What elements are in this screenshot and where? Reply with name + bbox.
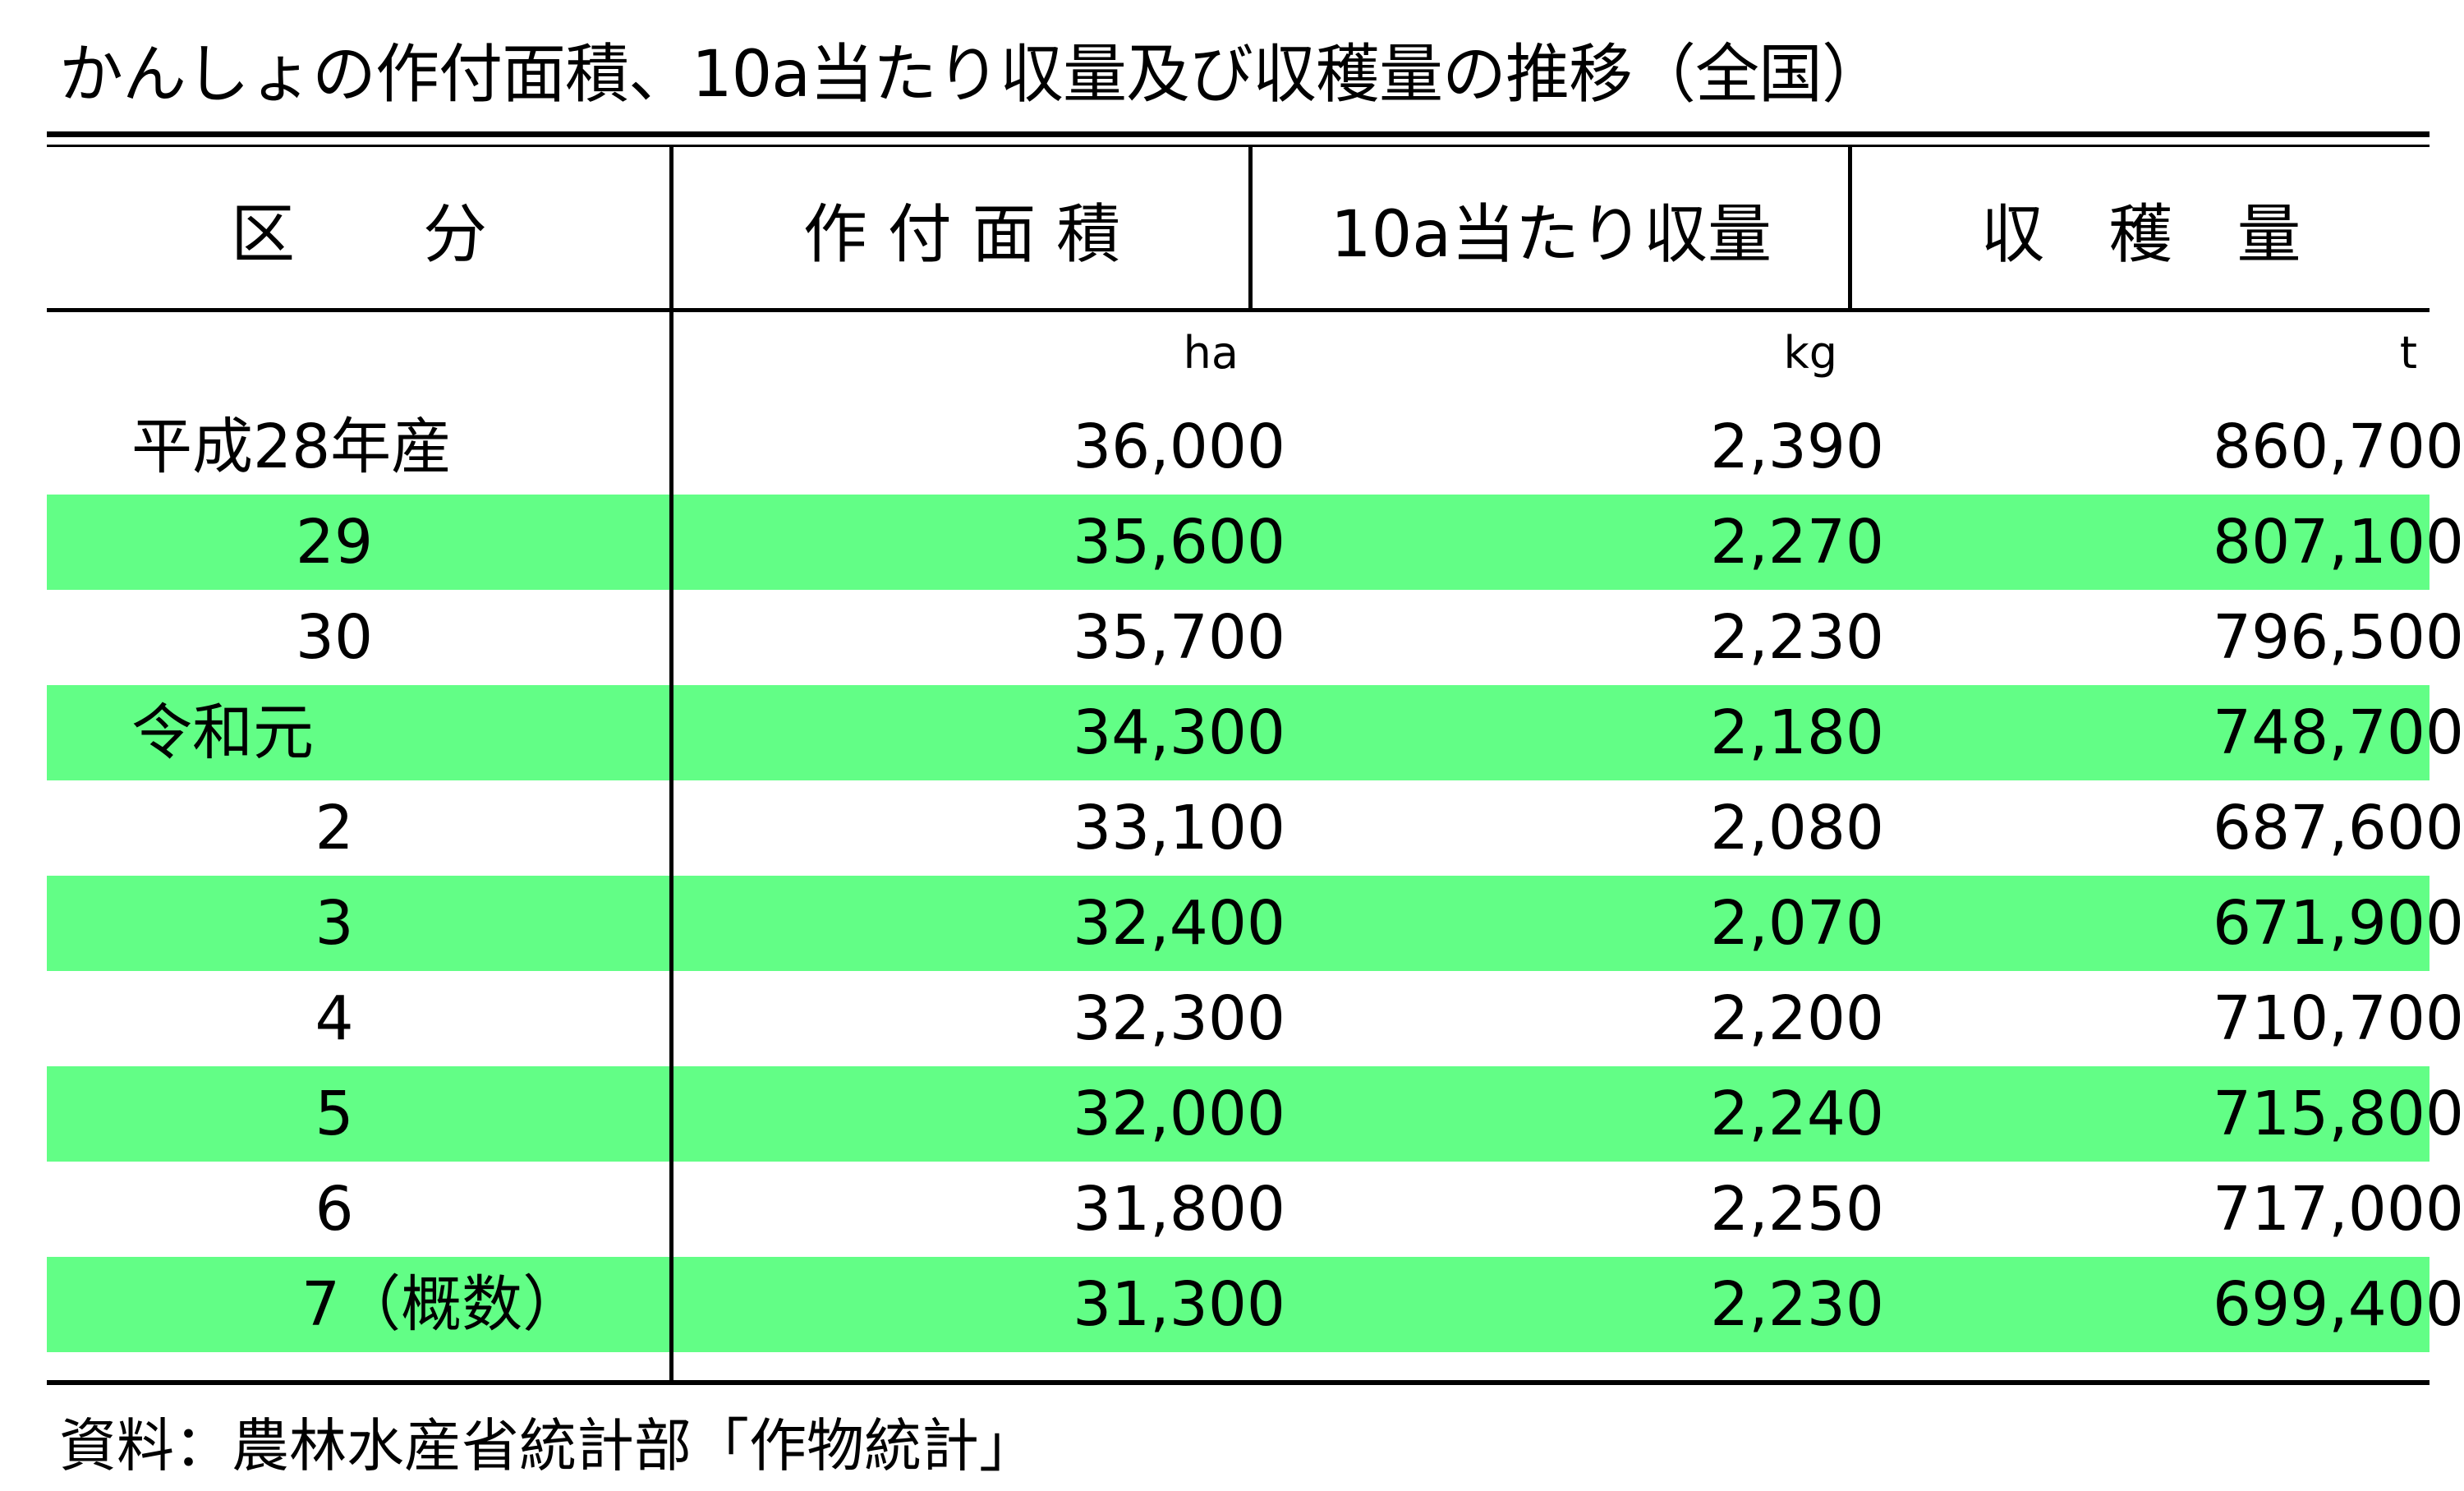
cell-harvest: 710,700	[2212, 983, 2464, 1054]
header-harvest: 収 穫 量	[1980, 198, 2301, 272]
cell-harvest: 715,800	[2212, 1079, 2464, 1149]
cell-yield: 2,200	[1710, 983, 1884, 1054]
cell-category: 7（概数）	[301, 1269, 584, 1340]
table-row: 6 31,800 2,250 717,000	[47, 1162, 2464, 1257]
cell-harvest: 796,500	[2212, 602, 2464, 673]
cell-category: 29	[295, 507, 374, 578]
cell-area: 34,300	[1073, 697, 1285, 768]
bottom-rule	[47, 1380, 2430, 1385]
table-row: 3 32,400 2,070 671,900	[47, 876, 2464, 971]
table-row: 2 33,100 2,080 687,600	[47, 780, 2464, 876]
cell-yield: 2,390	[1710, 412, 1884, 482]
cell-category: 5	[315, 1079, 354, 1149]
cell-area: 36,000	[1073, 412, 1285, 482]
cell-category: 平成28年産	[131, 412, 453, 482]
cell-harvest: 860,700	[2212, 412, 2464, 482]
table-row: 29 35,600 2,270 807,100	[47, 495, 2464, 590]
source-note: 資料：農林水産省統計部「作物統計」	[59, 1412, 1037, 1479]
cell-yield: 2,250	[1710, 1174, 1884, 1245]
cell-area: 33,100	[1073, 793, 1285, 863]
table-row: 4 32,300 2,200 710,700	[47, 971, 2464, 1066]
cell-category: 2	[315, 793, 354, 863]
category-divider	[669, 147, 673, 1381]
cell-area: 35,600	[1073, 507, 1285, 578]
header-divider-2	[1248, 147, 1253, 310]
top-rule-thin	[47, 145, 2430, 147]
cell-yield: 2,240	[1710, 1079, 1884, 1149]
cell-yield: 2,070	[1710, 888, 1884, 959]
header-yield: 10a当たり収量	[1330, 198, 1772, 272]
cell-yield: 2,180	[1710, 697, 1884, 768]
cell-area: 35,700	[1073, 602, 1285, 673]
cell-harvest: 717,000	[2212, 1174, 2464, 1245]
cell-harvest: 807,100	[2212, 507, 2464, 578]
cell-yield: 2,230	[1710, 1269, 1884, 1340]
table-row: 30 35,700 2,230 796,500	[47, 590, 2464, 685]
cell-yield: 2,230	[1710, 602, 1884, 673]
cell-category: 6	[315, 1174, 354, 1245]
cell-area: 32,300	[1073, 983, 1285, 1054]
cell-harvest: 699,400	[2212, 1269, 2464, 1340]
unit-area: ha	[1183, 327, 1239, 379]
table-row: 平成28年産 36,000 2,390 860,700	[47, 399, 2464, 495]
table-title: かんしょの作付面積、10a当たり収量及び収穫量の推移（全国）	[59, 38, 1886, 112]
header-rule	[47, 308, 2430, 312]
cell-area: 32,400	[1073, 888, 1285, 959]
header-category: 区 分	[230, 198, 487, 272]
cell-category: 3	[315, 888, 354, 959]
cell-category: 令和元	[131, 697, 314, 768]
cell-area: 31,800	[1073, 1174, 1285, 1245]
cell-yield: 2,270	[1710, 507, 1884, 578]
cell-harvest: 687,600	[2212, 793, 2464, 863]
header-area: 作 付 面 積	[802, 198, 1121, 272]
cell-area: 31,300	[1073, 1269, 1285, 1340]
cell-yield: 2,080	[1710, 793, 1884, 863]
unit-harvest: t	[2399, 327, 2417, 379]
table-row: 5 32,000 2,240 715,800	[47, 1066, 2464, 1162]
unit-yield: kg	[1783, 327, 1837, 379]
table-row: 7（概数） 31,300 2,230 699,400	[47, 1257, 2464, 1352]
top-rule-thick	[47, 131, 2430, 137]
table-row: 令和元 34,300 2,180 748,700	[47, 685, 2464, 780]
header-divider-3	[1848, 147, 1852, 310]
cell-harvest: 671,900	[2212, 888, 2464, 959]
cell-harvest: 748,700	[2212, 697, 2464, 768]
cell-area: 32,000	[1073, 1079, 1285, 1149]
cell-category: 30	[295, 602, 374, 673]
cell-category: 4	[315, 983, 354, 1054]
